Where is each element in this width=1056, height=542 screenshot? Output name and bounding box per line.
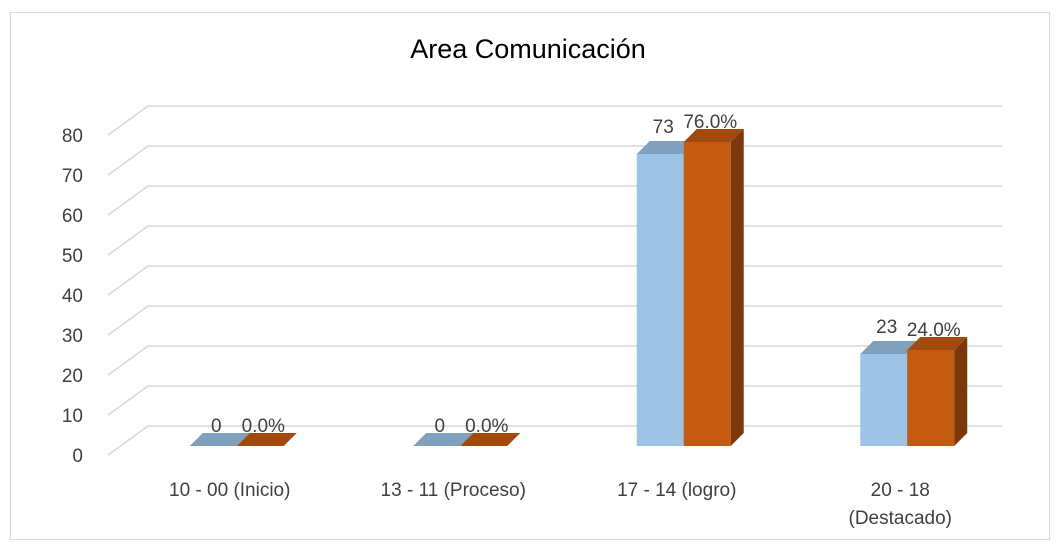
- gridline-side: [107, 225, 149, 256]
- gridline-side: [107, 345, 149, 376]
- gridline-side: [107, 145, 149, 176]
- gridline-side: [107, 265, 149, 296]
- bar-side: [730, 129, 744, 446]
- bar-front: [907, 350, 955, 446]
- data-label: 0: [434, 416, 445, 437]
- bar-top: [860, 341, 921, 354]
- data-label: 24.0%: [907, 320, 961, 341]
- bar-top: [683, 129, 744, 142]
- bar-top: [236, 433, 297, 446]
- y-tick-label: 20: [62, 366, 83, 387]
- y-tick-label: 40: [62, 286, 83, 307]
- y-tick-label: 70: [62, 166, 83, 187]
- chart-frame: [10, 12, 1050, 540]
- y-tick-label: 0: [72, 446, 83, 467]
- bar-top: [413, 433, 474, 446]
- y-tick-label: 60: [62, 206, 83, 227]
- y-tick-label: 50: [62, 246, 83, 267]
- bar-top: [189, 433, 250, 446]
- y-tick-label: 10: [62, 406, 83, 427]
- gridline-side: [107, 105, 149, 136]
- x-category-label: 20 - 18: [871, 480, 930, 501]
- x-category-label: 10 - 00 (Inicio): [169, 480, 290, 501]
- bar-top: [636, 141, 697, 154]
- x-category-label: 13 - 11 (Proceso): [381, 480, 526, 501]
- bar-side: [954, 337, 968, 446]
- data-label: 0: [211, 416, 222, 437]
- data-label: 73: [653, 117, 674, 138]
- gridline-side: [107, 385, 149, 416]
- gridline-side: [107, 425, 149, 456]
- y-tick-label: 80: [62, 126, 83, 147]
- data-label: 0.0%: [242, 416, 285, 437]
- bar-front: [683, 142, 731, 446]
- y-tick-label: 30: [62, 326, 83, 347]
- x-category-label: 17 - 14 (logro): [617, 480, 736, 501]
- chart-title: Area Comunicación: [410, 34, 646, 64]
- bar-top: [460, 433, 521, 446]
- gridline-side: [107, 305, 149, 336]
- data-label: 23: [876, 317, 897, 338]
- data-label: 76.0%: [683, 112, 737, 133]
- bar-front: [860, 354, 908, 446]
- bar-top: [907, 337, 968, 350]
- x-category-label: (Destacado): [849, 508, 953, 529]
- gridline-side: [107, 185, 149, 216]
- data-label: 0.0%: [465, 416, 508, 437]
- bar-front: [636, 154, 684, 446]
